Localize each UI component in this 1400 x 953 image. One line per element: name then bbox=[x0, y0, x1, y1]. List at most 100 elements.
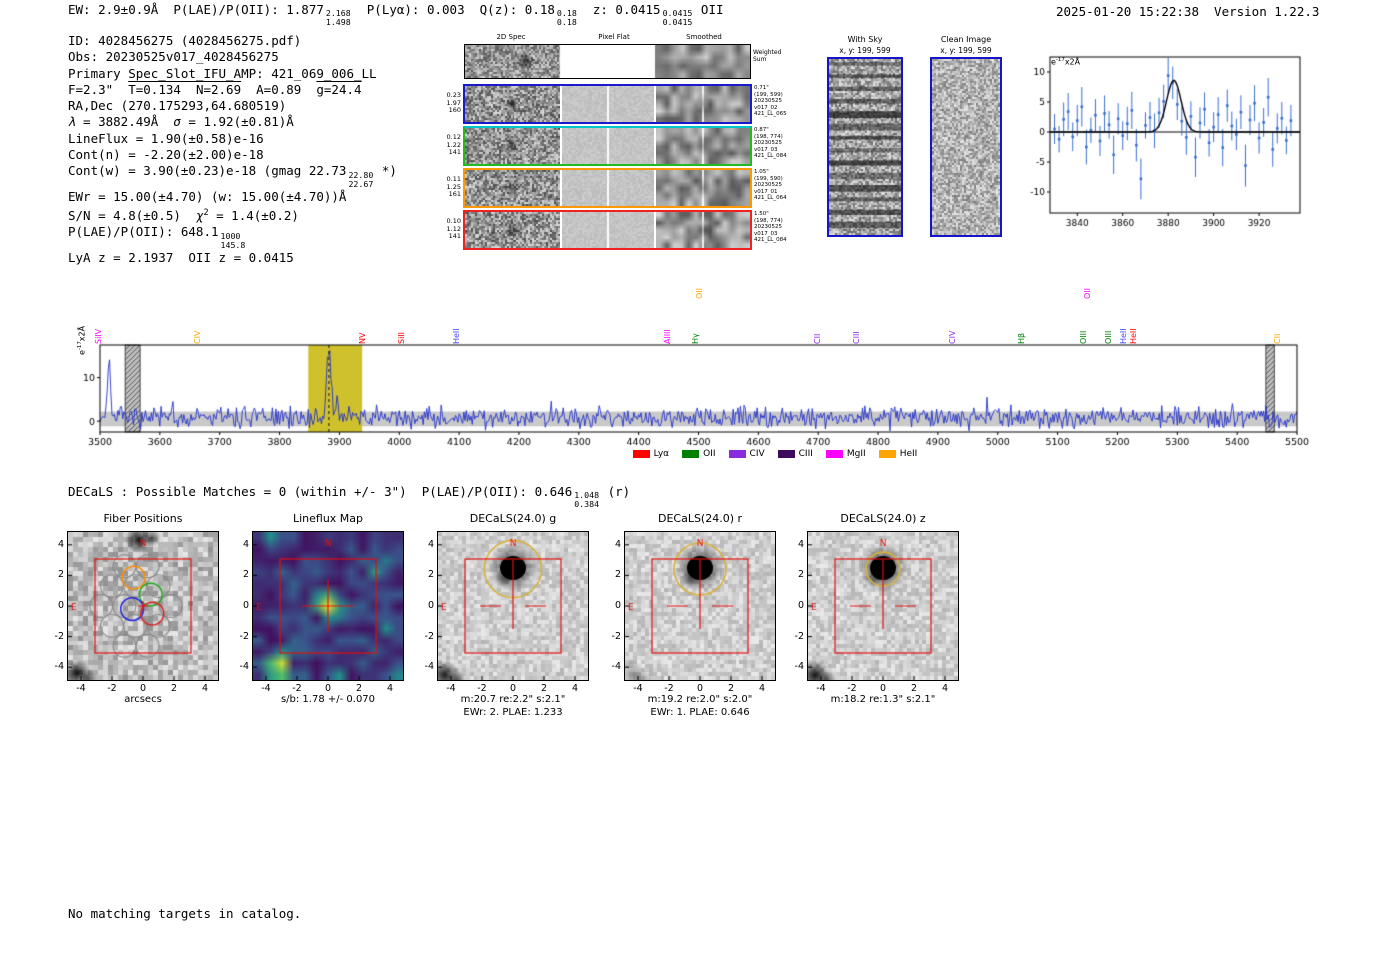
cutout-title: DECaLS(24.0) r bbox=[657, 512, 743, 525]
col-header-pixel-flat: Pixel Flat bbox=[598, 33, 630, 41]
x-tick-label: 0 bbox=[879, 683, 887, 694]
y-tick-label: 4 bbox=[242, 538, 249, 550]
spec2d-cell bbox=[562, 170, 654, 206]
clean-image-coords: x, y: 199, 599 bbox=[940, 46, 992, 55]
cutout-title: DECaLS(24.0) g bbox=[469, 512, 557, 525]
emission-line-label-AlIII: AlIII bbox=[662, 329, 672, 344]
emission-line-label-OIII: OIII bbox=[1103, 330, 1113, 344]
x-tick-label: 2 bbox=[727, 683, 735, 694]
legend-swatch bbox=[682, 450, 700, 458]
y-tick-label: -2 bbox=[424, 630, 434, 642]
spec2d-cell bbox=[465, 212, 560, 248]
x-tick-label: -2 bbox=[107, 683, 117, 694]
emission-line-label-Hγ: Hγ bbox=[691, 333, 701, 344]
spec2d-row-right-label: 1.50" (198, 774) 20230525 v017_03 421_LL… bbox=[754, 211, 787, 244]
y-tick-label: 0 bbox=[242, 600, 249, 611]
x-tick-label: -2 bbox=[847, 683, 857, 694]
legend-item-CIII: CIII bbox=[777, 449, 813, 459]
spec2d-cell bbox=[562, 212, 654, 248]
legend-item-Lyα: Lyα bbox=[632, 449, 669, 459]
cutout-caption: s/b: 1.78 +/- 0.070 bbox=[280, 694, 376, 705]
y-tick-label: 2 bbox=[614, 569, 621, 581]
emission-line-label-NV: NV bbox=[357, 332, 367, 344]
cutout-decals-image-2 bbox=[437, 531, 589, 681]
with-sky-title: With Sky bbox=[847, 35, 883, 44]
text-segment: P(LAE)/P(OII): 648.1 bbox=[68, 224, 219, 240]
text-segment: -17 bbox=[1055, 57, 1065, 63]
x-tick-label: -4 bbox=[816, 683, 826, 694]
spec2d-cell bbox=[562, 128, 654, 164]
x-tick-label: 2 bbox=[540, 683, 548, 694]
text-segment: EW: 2.9±0.9Å P(LAE)/P(OII): 1.877 bbox=[68, 2, 324, 17]
text-segment: OII bbox=[693, 2, 724, 17]
cutout-caption: m:19.2 re:2.0" s:2.0" bbox=[647, 694, 753, 705]
x-tick-label: 2 bbox=[910, 683, 918, 694]
text-segment: RA,Dec (270.175293,64.680519) bbox=[68, 98, 287, 114]
info-line: Cont(n) = -2.20(±2.00)e-18 bbox=[68, 147, 397, 163]
legend-swatch bbox=[632, 450, 650, 458]
y-tick-label: -2 bbox=[794, 630, 804, 642]
line-fit-plot bbox=[1008, 45, 1308, 230]
x-tick-label: -2 bbox=[292, 683, 302, 694]
text-segment: e bbox=[77, 350, 87, 355]
text-segment: 2 bbox=[203, 207, 209, 218]
text-segment: LyA z = 2.1937 OII z = 0.0415 bbox=[68, 249, 294, 265]
info-line: λ = 3882.49Å σ = 1.92(±0.81)Å bbox=[68, 114, 397, 130]
cutout-decals-image-3 bbox=[624, 531, 776, 681]
decals-matches-line: DECaLS : Possible Matches = 0 (within +/… bbox=[68, 484, 630, 509]
legend-swatch bbox=[777, 450, 795, 458]
x-tick-label: 4 bbox=[571, 683, 579, 694]
spec2d-row-right-label: 1.05" (199, 590) 20230525 v017_01 421_LL… bbox=[754, 169, 787, 202]
text-segment: Primary Spec_Slot_IFU_AMP: 421_069_006_L… bbox=[68, 65, 377, 81]
text-segment: LineFlux = 1.90(±0.58)e-16 bbox=[68, 130, 264, 146]
spec2d-row bbox=[463, 84, 752, 124]
info-line: Obs: 20230525v017_4028456275 bbox=[68, 49, 397, 65]
spec2d-row-left-label: 0.11 1.25 161 bbox=[446, 175, 461, 198]
emission-line-label-CIV: CIV bbox=[192, 330, 202, 344]
fraction: 1.048 0.384 bbox=[574, 490, 600, 510]
spectrum-units-label: e-17x2Å bbox=[75, 326, 87, 355]
text-segment: A=0.89 bbox=[241, 81, 317, 97]
y-tick-label: 4 bbox=[614, 538, 621, 550]
clean-image bbox=[930, 57, 1002, 237]
cutout-title: Lineflux Map bbox=[292, 512, 364, 525]
text-segment: e bbox=[1051, 57, 1056, 67]
info-line: Primary Spec_Slot_IFU_AMP: 421_069_006_L… bbox=[68, 66, 397, 82]
text-segment: λ bbox=[68, 114, 76, 130]
spec2d-row-left-label: 0.23 1.97 160 bbox=[446, 91, 461, 114]
fraction: 0.18 0.18 bbox=[556, 8, 577, 28]
text-segment: -17 bbox=[77, 341, 83, 351]
text-segment: *) bbox=[374, 163, 397, 179]
spec2d-row bbox=[463, 126, 752, 166]
legend-item-OII: OII bbox=[682, 449, 716, 459]
spec2d-cell bbox=[656, 86, 750, 122]
cutout-fibers-image-0 bbox=[67, 531, 219, 681]
fraction: 0.0415 0.0415 bbox=[662, 8, 693, 28]
with-sky-coords: x, y: 199, 599 bbox=[839, 46, 891, 55]
line-fit-units-label: e-17x2Å bbox=[1051, 57, 1080, 67]
spec2d-row-left-label: 0.10 1.12 141 bbox=[446, 217, 461, 240]
text-segment: Cont(w) = 3.90(±0.23)e-18 (gmag 22.73 bbox=[68, 163, 347, 179]
emission-line-label-SiIV: SiIV bbox=[93, 328, 103, 344]
y-tick-label: 2 bbox=[242, 569, 249, 581]
spec2d-cell bbox=[656, 170, 750, 206]
text-segment: F=2.3" bbox=[68, 81, 129, 97]
weighted-sum-label: Weighted Sum bbox=[753, 49, 782, 63]
text-segment: x2Å bbox=[1064, 57, 1081, 67]
y-tick-label: -2 bbox=[54, 630, 64, 642]
cutout-caption: arcsecs bbox=[124, 694, 162, 705]
y-tick-label: -4 bbox=[424, 661, 434, 673]
info-line: EWr = 15.00(±4.70) (w: 15.00(±4.70))Å bbox=[68, 189, 397, 205]
legend-item-HeII: HeII bbox=[878, 449, 917, 459]
text-segment: DECaLS : Possible Matches = 0 (within +/… bbox=[68, 484, 573, 499]
y-tick-label: -4 bbox=[794, 661, 804, 673]
legend-label: CIV bbox=[749, 449, 765, 459]
col-header-2d-spec: 2D Spec bbox=[496, 33, 526, 41]
spec2d-cell bbox=[562, 86, 654, 122]
y-tick-label: -4 bbox=[611, 661, 621, 673]
emission-line-label-OII: OII bbox=[694, 287, 704, 299]
cutout-lineflux-image-1 bbox=[252, 531, 404, 681]
emission-line-label-CIII: CIII bbox=[852, 331, 862, 344]
spec2d-row-left-label: 0.12 1.22 141 bbox=[446, 133, 461, 156]
